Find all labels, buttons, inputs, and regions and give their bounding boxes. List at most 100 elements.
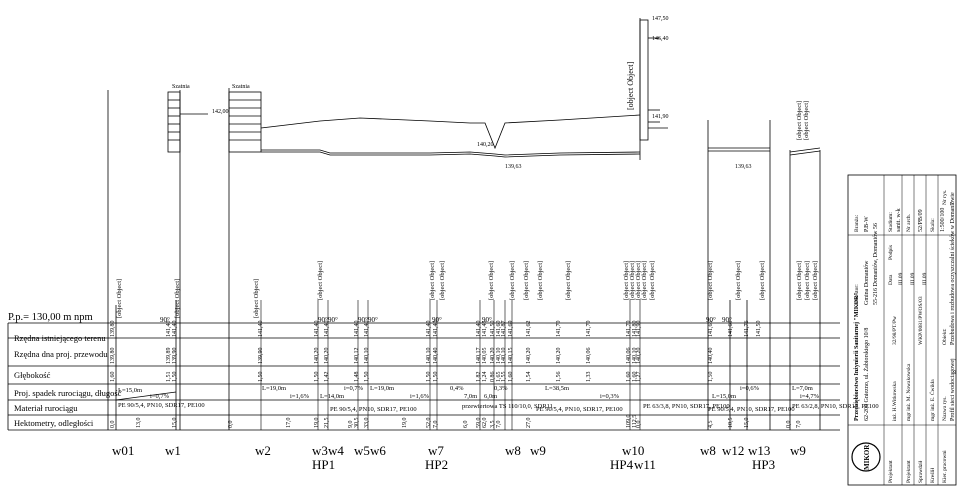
ground-elev: 141,40 (433, 321, 439, 338)
tb-person-3: mgr inż. E. Ćwikła (928, 379, 936, 421)
svg-text:90°: 90° (318, 316, 328, 324)
depth-value: 1,50 (708, 372, 714, 383)
tb-scale-label: Skala: (930, 218, 936, 232)
tb-sign-col: Podpis (888, 245, 894, 260)
bottom-elev: 140,05 (482, 348, 488, 365)
distance-value: 7,0 (496, 421, 502, 429)
slope-i: 6,0m (484, 393, 497, 400)
node-label: HP2 (425, 457, 448, 472)
elev-marks: 147,50 146,40 141,90 140,20 139,63 139,6… (477, 16, 752, 170)
ground-elev: 139,80 (110, 321, 116, 338)
tb-role-4: Kreślił (930, 468, 936, 483)
ground-elev: 141,50 (756, 321, 762, 338)
vlabel-sewer-pvc200: [object Object] (439, 261, 446, 300)
ground-elev: 141,70 (556, 321, 562, 338)
vlabel-tech-building-conn: [object Object] (537, 261, 544, 300)
distance-value: 19,0 (314, 418, 320, 429)
bottom-elev: 139,90 (258, 348, 264, 365)
svg-text:90°: 90° (432, 316, 442, 324)
ground-elev: 141,40 (426, 321, 432, 338)
bottom-elev: 140,17 (476, 348, 482, 365)
depth-value: 1,50 (426, 372, 432, 383)
slope-i: i=4,7% (800, 393, 820, 400)
ground-elev: 141,50 (490, 321, 496, 338)
distance-value: 10,5 (728, 418, 734, 429)
bottom-elev: 140,10 (632, 348, 638, 365)
svg-text:90°: 90° (160, 316, 170, 324)
vlabel-sewer-pvc200-b: [object Object] (635, 261, 642, 300)
distance-value: 27,0 (526, 418, 532, 429)
depth-value: 1,50 (364, 372, 370, 383)
slope-len: L=15,0m (712, 393, 736, 400)
vlabel-hydrant-3: [object Object] (623, 261, 630, 300)
vlabel-hydrant-2: [object Object] (429, 261, 436, 300)
vlabel-process-water-2: [object Object] (803, 101, 810, 140)
distance-value: 17,0 (286, 418, 292, 429)
bottom-elev: 140,10 (364, 348, 370, 365)
node-label: w9 (530, 443, 546, 458)
slope-i: i=1,6% (290, 393, 310, 400)
tb-branch: P.B-W (864, 216, 870, 232)
distance-value: 52,0 (426, 418, 432, 429)
bottom-elevations: 139,80 139,89 139,90 139,90 140,20 140,20 140,… (110, 348, 714, 365)
tb-office-addr: 62-200 Gniezno, ul. Żabiorskiego 10/8 (863, 328, 870, 421)
tb-drawing-label: Nr rys. (942, 189, 948, 205)
vlabel-tee-2: [object Object] (707, 261, 714, 300)
profile-section-1 (107, 90, 208, 430)
tb-permit-2: WKP/0081/PWOS/03 (918, 296, 924, 345)
node-label: HP1 (312, 457, 335, 472)
tb-address: 55-216 Domaniów, Domaniów 56 (873, 223, 879, 305)
ground-elev: 141,70 (586, 321, 592, 338)
depth-value: 1,82 (476, 372, 482, 383)
svg-text:90°: 90° (358, 316, 368, 324)
title-block: MIKOR Przedsiębiorstwo Inżynierii Sanita… (847, 174, 957, 486)
bottom-elev: 140,20 (636, 348, 642, 365)
tb-role-2: Projektant (906, 460, 912, 483)
ground-elev: 141,76 (744, 321, 750, 338)
depth-value: 1,50 (172, 372, 178, 383)
ground-elev: 141,70 (626, 321, 632, 338)
slopes: L=15,0m i=0,7% L=19,0m i=1,6% L=14,0m i=… (118, 385, 820, 400)
depth-value: 1,24 (482, 372, 488, 383)
vlabel-sewer-pvc200-c: [object Object] (804, 261, 811, 300)
ground-elev: 141,40 (172, 321, 178, 338)
slope-len: 0,3% (494, 385, 508, 392)
svg-text:90°: 90° (368, 316, 378, 324)
vlabel-sewer-pvc250: [object Object] (523, 261, 530, 300)
distance-value: 7,0 (796, 421, 802, 429)
svg-text:90°: 90° (722, 316, 732, 324)
elev-mark-139b: 139,63 (735, 164, 752, 170)
node-label: w4 (328, 443, 344, 458)
depth-value: 1,50 (314, 372, 320, 383)
angle-marks: 90° 90° 90° 90° 90° 90° 90° 90° 90° (160, 316, 732, 324)
material-6: PE 90/5,4, PN10, SDR17, PE100 (708, 406, 795, 413)
bottom-elev: 140,20 (526, 348, 532, 365)
tb-object-label: Obiekt: (942, 328, 948, 345)
slope-len: L=19,0m (262, 385, 286, 392)
bottom-elev: 140,06 (586, 348, 592, 365)
depths: 1,60 1,51 1,50 1,50 1,50 1,42 1,48 1,50 1,50 1,50… (110, 372, 714, 383)
bottom-elev: 140,20 (324, 348, 330, 365)
tb-scale: 1:500/100 (940, 208, 946, 232)
ground-elev: 141,40 (166, 321, 172, 338)
node-label: w9 (790, 443, 806, 458)
vlabel-sewer-pvc250-b: [object Object] (735, 261, 742, 300)
slope-i: 7,0m (464, 393, 477, 400)
bottom-elev: 140,15 (508, 348, 514, 365)
tb-date-3: III.09 (922, 272, 928, 285)
material-2: PE 90/5,4, PN10, SDR17, PE100 (330, 406, 417, 413)
ground-elev: 141,62 (526, 321, 532, 338)
bottom-elev: 139,90 (172, 348, 178, 365)
depth-value: 1,42 (324, 372, 330, 383)
material-1: PE 90/5,4, PN10, SDR17, PE100 (118, 402, 205, 409)
distance-value: 59,0 (476, 418, 482, 429)
bottom-elev: 140,06 (626, 348, 632, 365)
vlabel-from-social-building: [object Object] (253, 279, 260, 318)
band-title-slope: Proj. spadek rurociągu, długość (14, 388, 122, 398)
distance-value: 19,0 (402, 418, 408, 429)
tb-client: Gmina Domaniów (864, 260, 870, 305)
vlabel-reactor-entry: [object Object] (649, 261, 656, 300)
material-5: PE 63/3,8, PN10, SDR17, PE100 (643, 403, 730, 410)
vlabel-culvert: [object Object] (488, 261, 495, 300)
tb-name-label: Nazwa rys. (942, 396, 948, 421)
